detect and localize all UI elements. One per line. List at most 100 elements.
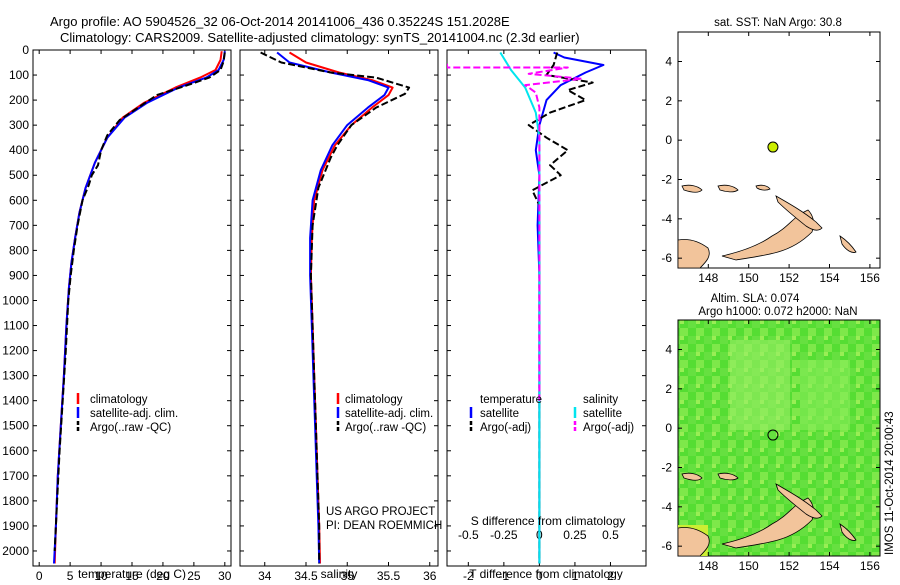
map-y-tick-label: 0 bbox=[665, 133, 672, 147]
x-tick-label: 35.5 bbox=[377, 569, 401, 580]
y-tick-label: 0 bbox=[22, 43, 29, 57]
sla-map-land bbox=[678, 340, 857, 556]
temperature-legend: climatology satellite-adj. clim. Argo(..… bbox=[76, 393, 178, 434]
north-islands bbox=[681, 184, 771, 193]
y-tick-label: 300 bbox=[9, 118, 29, 132]
temperature-lines bbox=[53, 51, 226, 564]
timestamp-side-text: IMOS 11-Oct-2014 20:00:43 bbox=[884, 411, 896, 555]
y-tick-label: 1100 bbox=[3, 319, 29, 333]
map-x-tick-label: 150 bbox=[739, 271, 759, 285]
s-difference-label: S difference from climatology bbox=[471, 514, 626, 528]
x-tick-label: 25 bbox=[187, 569, 201, 580]
sla-map-title-1: Altim. SLA: 0.074 bbox=[711, 293, 800, 305]
salinity-legend: climatology satellite-adj. clim. Argo(..… bbox=[336, 393, 433, 434]
y-tick-label: 1300 bbox=[2, 369, 29, 383]
legend-s-satellite: satellite bbox=[583, 408, 622, 420]
header-line1: Argo profile: AO 5904526_32 06-Oct-2014 … bbox=[50, 14, 510, 29]
legend-argo: Argo(..raw -QC) bbox=[345, 422, 426, 434]
map-x-tick-label: 154 bbox=[819, 271, 839, 285]
header-line2: Climatology: CARS2009. Satellite-adjuste… bbox=[60, 30, 580, 45]
x-tick-label: 30 bbox=[218, 569, 232, 580]
legend-header-temperature: temperature bbox=[480, 394, 542, 406]
s-tick-label: -0.25 bbox=[490, 528, 518, 542]
new-britain-island bbox=[721, 209, 815, 261]
y-tick-label: 1700 bbox=[2, 469, 29, 483]
map-x-tick-label: 154 bbox=[819, 559, 839, 573]
sla-map-axes: 148 150 152 154 156 -6 -4 -2 0 2 4 bbox=[661, 320, 880, 573]
north-islands bbox=[681, 472, 739, 481]
temperature-xlabel: temperature (deg C) bbox=[78, 567, 186, 580]
y-tick-label: 1400 bbox=[2, 394, 29, 408]
x-tick-label: 0 bbox=[536, 569, 543, 580]
y-tick-label: 500 bbox=[9, 168, 29, 182]
map-y-tick-label: 4 bbox=[665, 343, 672, 357]
legend-header-salinity: salinity bbox=[583, 394, 618, 406]
x-tick-label: 2 bbox=[607, 569, 614, 580]
difference-panel bbox=[446, 49, 647, 567]
y-tick-label: 900 bbox=[9, 268, 29, 282]
map-x-tick-label: 152 bbox=[779, 559, 799, 573]
x-tick-label: -2 bbox=[463, 569, 474, 580]
y-tick-label: 400 bbox=[9, 143, 29, 157]
project-line2: PI: DEAN ROEMMICH bbox=[326, 520, 442, 532]
x-tick-label: 0 bbox=[36, 569, 43, 580]
y-tick-label: 200 bbox=[9, 93, 29, 107]
map-y-tick-label: -4 bbox=[661, 212, 672, 226]
series-argo-raw-qc bbox=[53, 52, 226, 552]
y-tick-label: 1900 bbox=[2, 519, 29, 533]
map-y-tick-label: -2 bbox=[661, 461, 672, 475]
new-ireland-island bbox=[775, 483, 823, 519]
y-tick-label: 800 bbox=[9, 243, 29, 257]
series-argo-raw-qc bbox=[260, 51, 411, 564]
map-x-tick-label: 148 bbox=[698, 271, 718, 285]
sla-light-patch bbox=[730, 340, 790, 430]
map-y-tick-label: 2 bbox=[665, 382, 672, 396]
new-ireland-island bbox=[775, 195, 823, 231]
s-tick-label: 0.25 bbox=[563, 528, 587, 542]
x-tick-label: 34.5 bbox=[294, 569, 318, 580]
sst-map-title: sat. SST: NaN Argo: 30.8 bbox=[714, 17, 842, 29]
sst-map-axes: 148 150 152 154 156 -6 -4 -2 0 2 4 bbox=[661, 32, 880, 285]
difference-legend: temperature salinity satellite Argo(-adj… bbox=[469, 394, 634, 434]
map-y-tick-label: -4 bbox=[661, 500, 672, 514]
salinity-xlabel: salinity bbox=[321, 567, 358, 580]
legend-climatology: climatology bbox=[90, 394, 148, 406]
y-tick-label: 1600 bbox=[2, 444, 29, 458]
x-tick-label: -1 bbox=[499, 569, 510, 580]
map-y-tick-label: -6 bbox=[661, 539, 672, 553]
y-tick-label: 600 bbox=[9, 193, 29, 207]
map-x-tick-label: 156 bbox=[860, 559, 880, 573]
bougainville-island bbox=[839, 235, 857, 253]
difference-lines bbox=[447, 51, 605, 564]
map-x-tick-label: 152 bbox=[779, 271, 799, 285]
difference-xlabel: T difference from climatology bbox=[469, 567, 623, 580]
legend-t-argo: Argo(-adj) bbox=[480, 422, 531, 434]
salinity-lines bbox=[260, 51, 411, 564]
map-x-tick-label: 156 bbox=[860, 271, 880, 285]
new-guinea-coast bbox=[678, 239, 710, 268]
series-t-argo-adj bbox=[527, 52, 594, 564]
profile-location-marker bbox=[767, 141, 779, 153]
sla-map-title-2: Argo h1000: 0.072 h2000: NaN bbox=[698, 306, 857, 318]
new-guinea-coast bbox=[678, 527, 710, 556]
profile-location-marker bbox=[767, 429, 779, 441]
sla-light-patch-2 bbox=[800, 360, 850, 430]
y-tick-label: 700 bbox=[9, 218, 29, 232]
new-britain-island bbox=[721, 497, 815, 549]
salinity-panel bbox=[239, 49, 439, 567]
x-tick-label: 34 bbox=[258, 569, 272, 580]
x-tick-label: 36 bbox=[423, 569, 437, 580]
s-tick-label: 0.5 bbox=[602, 528, 619, 542]
map-x-tick-label: 150 bbox=[739, 559, 759, 573]
sst-map-land bbox=[678, 184, 857, 268]
map-y-tick-label: 0 bbox=[665, 421, 672, 435]
y-tick-label: 1000 bbox=[2, 293, 29, 307]
legend-satellite: satellite-adj. clim. bbox=[90, 408, 178, 420]
x-tick-label: 1 bbox=[572, 569, 579, 580]
map-y-tick-label: 4 bbox=[665, 55, 672, 69]
y-tick-label: 2000 bbox=[2, 544, 29, 558]
sst-map-frame bbox=[677, 31, 881, 269]
series-s-argo-adj bbox=[447, 63, 583, 401]
project-line1: US ARGO PROJECT bbox=[326, 506, 435, 518]
